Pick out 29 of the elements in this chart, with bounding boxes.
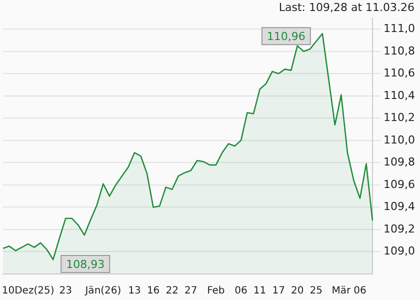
x-tick-label: 27 [184,286,198,297]
x-tick-label: 11 [253,286,266,297]
x-tick-label: 13 [128,286,141,297]
x-tick-label: 16 [146,286,160,297]
y-tick-label: 109,0 [384,244,416,258]
x-tick-label: 17 [272,286,285,297]
x-tick-label: 06 [354,286,366,297]
x-tick-label: Mär [332,286,352,297]
y-tick-label: 111,0 [384,22,416,35]
y-tick-label: 109,2 [384,222,416,236]
x-tick-label: 20 [290,286,304,297]
x-tick-label: Jän(26) [84,286,122,297]
y-tick-label: 109,6 [384,178,416,191]
y-tick-label: 110,8 [384,44,416,58]
y-tick-label: 109,4 [384,200,416,214]
x-tick-label: 06 [234,286,248,297]
x-tick-label: 25 [310,286,323,297]
annotation: 108,93 [66,258,105,271]
x-tick-label: 10Dez(25) [2,286,54,297]
x-tick-label: 22 [166,286,178,297]
annotation: 110,96 [266,30,306,43]
x-tick-label: 23 [59,286,72,297]
y-tick-label: 109,8 [384,156,416,169]
text: Last: 109,28 at 11.03.26 [278,0,415,14]
y-tick-label: 110,4 [384,88,416,102]
y-tick-label: 110,6 [384,66,416,80]
x-tick-label: Feb [207,286,225,297]
y-tick-label: 110,2 [384,111,416,124]
y-tick-label: 110,0 [384,133,416,146]
